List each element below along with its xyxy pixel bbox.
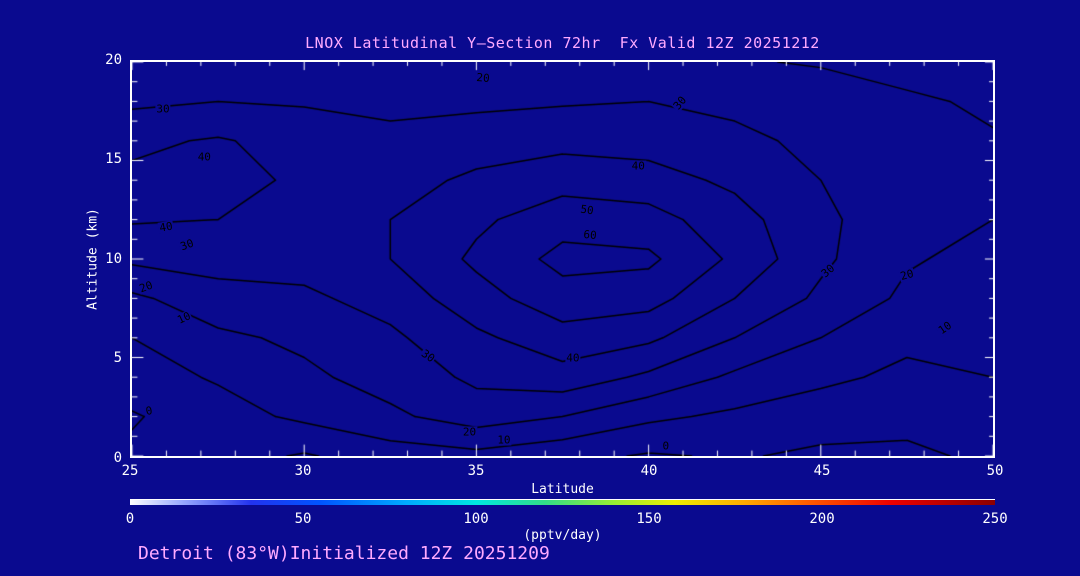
- x-axis-label: Latitude: [531, 482, 594, 497]
- x-tick-label: 25: [121, 463, 139, 479]
- contour-label: 10: [496, 433, 512, 447]
- x-tick-label: 35: [467, 463, 485, 479]
- colorbar-tick-label: 100: [463, 511, 489, 527]
- contour-label: 10: [935, 318, 955, 338]
- contour-label: 0: [144, 403, 155, 418]
- contour-label: 60: [581, 228, 599, 243]
- y-tick-label: 10: [105, 251, 122, 267]
- y-tick-label: 5: [113, 350, 122, 366]
- contour-label: 30: [178, 236, 197, 254]
- contour-label: 20: [136, 278, 155, 295]
- contour-labels-layer: 30 20 40 30 40 30 20 10 0 40 50 60 40 30 20 10 0 30 20 10: [132, 62, 993, 456]
- contour-label: 30: [818, 261, 838, 281]
- contour-label: 30: [155, 102, 171, 116]
- contour-label: 40: [157, 219, 175, 236]
- contour-label: 30: [670, 93, 689, 113]
- contour-label: 40: [565, 351, 581, 364]
- plot-area: 30 20 40 30 40 30 20 10 0 40 50 60 40 30 20 10 0 30 20 10: [130, 60, 995, 458]
- y-tick-label: 15: [105, 151, 122, 167]
- contour-label: 40: [196, 150, 212, 164]
- x-tick-label: 45: [813, 463, 831, 479]
- y-tick-label: 20: [105, 52, 122, 68]
- colorbar: [130, 499, 995, 505]
- x-tick-label: 50: [986, 463, 1004, 479]
- init-annotation: Detroit (83°W)Initialized 12Z 20251209: [138, 543, 550, 564]
- contour-label: 20: [898, 266, 916, 283]
- contour-label: 50: [578, 202, 595, 218]
- contour-label: 20: [475, 70, 492, 85]
- contour-label: 20: [461, 425, 478, 439]
- contour-label: 40: [630, 159, 646, 173]
- contour-label: 0: [661, 439, 671, 453]
- contour-label: 30: [418, 346, 438, 365]
- colorbar-tick-label: 150: [636, 511, 662, 527]
- y-tick-label: 0: [113, 450, 122, 466]
- colorbar-tick-label: 200: [809, 511, 835, 527]
- x-tick-label: 30: [294, 463, 312, 479]
- x-tick-label: 40: [640, 463, 658, 479]
- colorbar-tick-label: 250: [982, 511, 1008, 527]
- contour-canvas: [132, 62, 993, 456]
- colorbar-tick-label: 50: [294, 511, 312, 527]
- plot-title: LNOX Latitudinal Y–Section 72hr Fx Valid…: [305, 34, 820, 52]
- colorbar-tick-label: 0: [125, 511, 135, 527]
- colorbar-units-label: (pptv/day): [523, 528, 602, 543]
- contour-label: 10: [174, 309, 193, 327]
